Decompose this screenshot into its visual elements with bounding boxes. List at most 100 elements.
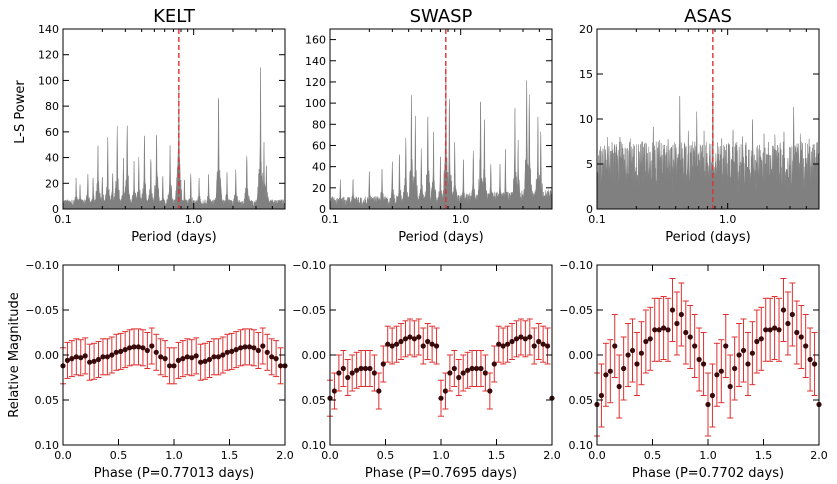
kelt-phased-point: [215, 354, 221, 360]
kelt-phased-point: [149, 343, 155, 349]
asas-phased-point: [629, 347, 636, 354]
kelt-phased-xlabel: Phase (P=0.77013 days): [94, 466, 254, 481]
swasp-phased-ytick-label: −0.05: [292, 304, 326, 317]
swasp-phased-point: [522, 336, 528, 342]
asas-phased-point: [745, 361, 751, 367]
asas-phased-point: [754, 338, 760, 345]
kelt-phased-point: [82, 353, 88, 359]
kelt-phased-xtick-label: 0.5: [110, 449, 128, 462]
swasp-phased-point: [367, 365, 373, 372]
kelt-phased-point: [211, 354, 217, 360]
kelt-phased-point: [224, 349, 230, 355]
asas-phased-point: [700, 361, 707, 367]
kelt-phased-point: [269, 354, 275, 360]
swasp-periodogram-xlabel: Period (days): [398, 230, 484, 245]
kelt-phased-point: [255, 347, 261, 354]
asas-phased-point: [723, 343, 729, 349]
asas-phased-point: [718, 368, 724, 374]
kelt-phased-point: [198, 359, 204, 365]
kelt-phased-point: [153, 349, 159, 355]
kelt-phased-point: [140, 345, 146, 351]
swasp-phased-xtick-label: 2.0: [543, 449, 561, 462]
swasp-periodogram-ytick-label: 20: [312, 182, 326, 195]
swasp-phased-point: [482, 370, 488, 376]
swasp-phased-xtick-label: 1.0: [432, 449, 450, 462]
swasp-phased-point: [536, 338, 542, 345]
kelt-phased-xtick-label: 0.0: [54, 449, 72, 462]
kelt-periodogram-xtick-label: 0.1: [54, 213, 72, 226]
swasp-phased-point: [540, 341, 546, 347]
asas-phased-ytick-label: −0.05: [559, 304, 593, 317]
asas-periodogram-ytick-label: 20: [579, 23, 593, 36]
swasp-phased-point: [394, 341, 400, 347]
kelt-phased-ytick-label: −0.05: [25, 304, 59, 317]
swasp-phased-point: [500, 343, 506, 349]
kelt-periodogram-power-area: [62, 67, 286, 210]
asas-phased-point: [811, 361, 818, 367]
swasp-phased-point: [385, 341, 391, 347]
swasp-phased-point: [496, 341, 502, 347]
asas-phased-xtick-label: 0.5: [644, 449, 662, 462]
asas-phased-xtick-label: 2.0: [810, 449, 828, 462]
asas-phased-point: [598, 392, 605, 399]
swasp-periodogram-ytick-label: 160: [305, 34, 326, 47]
asas-phased-xtick-label: 0.0: [588, 449, 606, 462]
swasp-phased-point: [447, 370, 453, 376]
asas-periodogram-xtick-label: 0.1: [588, 213, 606, 226]
swasp-phased-point: [354, 367, 360, 373]
swasp-phased-point: [416, 334, 422, 340]
asas-periodogram-title: ASAS: [684, 6, 732, 27]
kelt-periodogram-ytick-label: 100: [38, 74, 59, 87]
asas-phased-xtick-label: 1.5: [755, 449, 773, 462]
swasp-phased-point: [509, 338, 515, 345]
kelt-phased-point: [273, 356, 279, 362]
swasp-phased-point: [358, 365, 364, 372]
asas-phased-point: [603, 372, 609, 378]
kelt-phased-point: [180, 356, 186, 362]
asas-phased-point: [678, 311, 684, 318]
asas-periodogram: ASAS Period (days) 0.1 1.0 0 5 10 15 20: [579, 6, 820, 245]
kelt-phased-point: [158, 354, 164, 360]
kelt-periodogram: KELT Period (days) 0.1 1.0 0 20 40 60 80 100 120 14…: [38, 6, 286, 245]
kelt-phased-point: [95, 356, 102, 363]
swasp-phased-point: [398, 338, 404, 345]
asas-phased-point: [785, 320, 791, 327]
asas-periodogram-ytick-label: 5: [586, 158, 593, 171]
kelt-phased-point: [127, 345, 133, 351]
kelt-phased-point: [78, 355, 84, 361]
ylabel-top: L-S Power: [13, 80, 28, 144]
kelt-phased-point: [202, 358, 208, 364]
asas-phased-point: [763, 327, 769, 333]
kelt-phased-point: [166, 363, 173, 369]
kelt-phased-point: [113, 349, 119, 355]
kelt-phased-point: [73, 354, 79, 360]
kelt-phased-point: [184, 354, 190, 360]
asas-phased-point: [749, 350, 756, 356]
swasp-periodogram-ytick-label: 100: [305, 97, 326, 110]
swasp-phased-point: [433, 343, 440, 349]
kelt-phased-point: [175, 357, 182, 363]
kelt-phased-point: [131, 344, 137, 350]
asas-phased-point: [772, 325, 778, 331]
asas-phased: Phase (P=0.7702 days) 0.0 0.5 1.0 1.5 2.0 −0.1…: [559, 259, 827, 481]
asas-phased-point: [794, 329, 800, 336]
asas-phased-point: [607, 368, 613, 374]
asas-phased-point: [616, 383, 622, 390]
swasp-phased-xlabel: Phase (P=0.7695 days): [365, 466, 517, 481]
swasp-phased-xtick-label: 0.5: [377, 449, 395, 462]
swasp-phased-point: [456, 374, 462, 381]
asas-phased-point: [798, 334, 804, 340]
swasp-phased-ytick-label: −0.10: [292, 259, 326, 272]
asas-phased-point: [705, 401, 711, 408]
asas-phased-point: [692, 343, 698, 349]
kelt-phased: Phase (P=0.77013 days) 0.0 0.5 1.0 1.5 2.0 −0.…: [25, 259, 293, 481]
kelt-phased-point: [260, 343, 266, 349]
asas-phased-point: [643, 338, 649, 345]
swasp-phased-point: [362, 365, 369, 372]
swasp-periodogram: SWASP Period (days) 0.1 1.0 0 20 40 60 80 100 120 1…: [305, 6, 553, 245]
swasp-periodogram-ytick-label: 80: [312, 118, 326, 131]
asas-phased-point: [803, 343, 809, 349]
asas-phased-point: [714, 372, 720, 378]
kelt-phased-point: [277, 363, 284, 369]
